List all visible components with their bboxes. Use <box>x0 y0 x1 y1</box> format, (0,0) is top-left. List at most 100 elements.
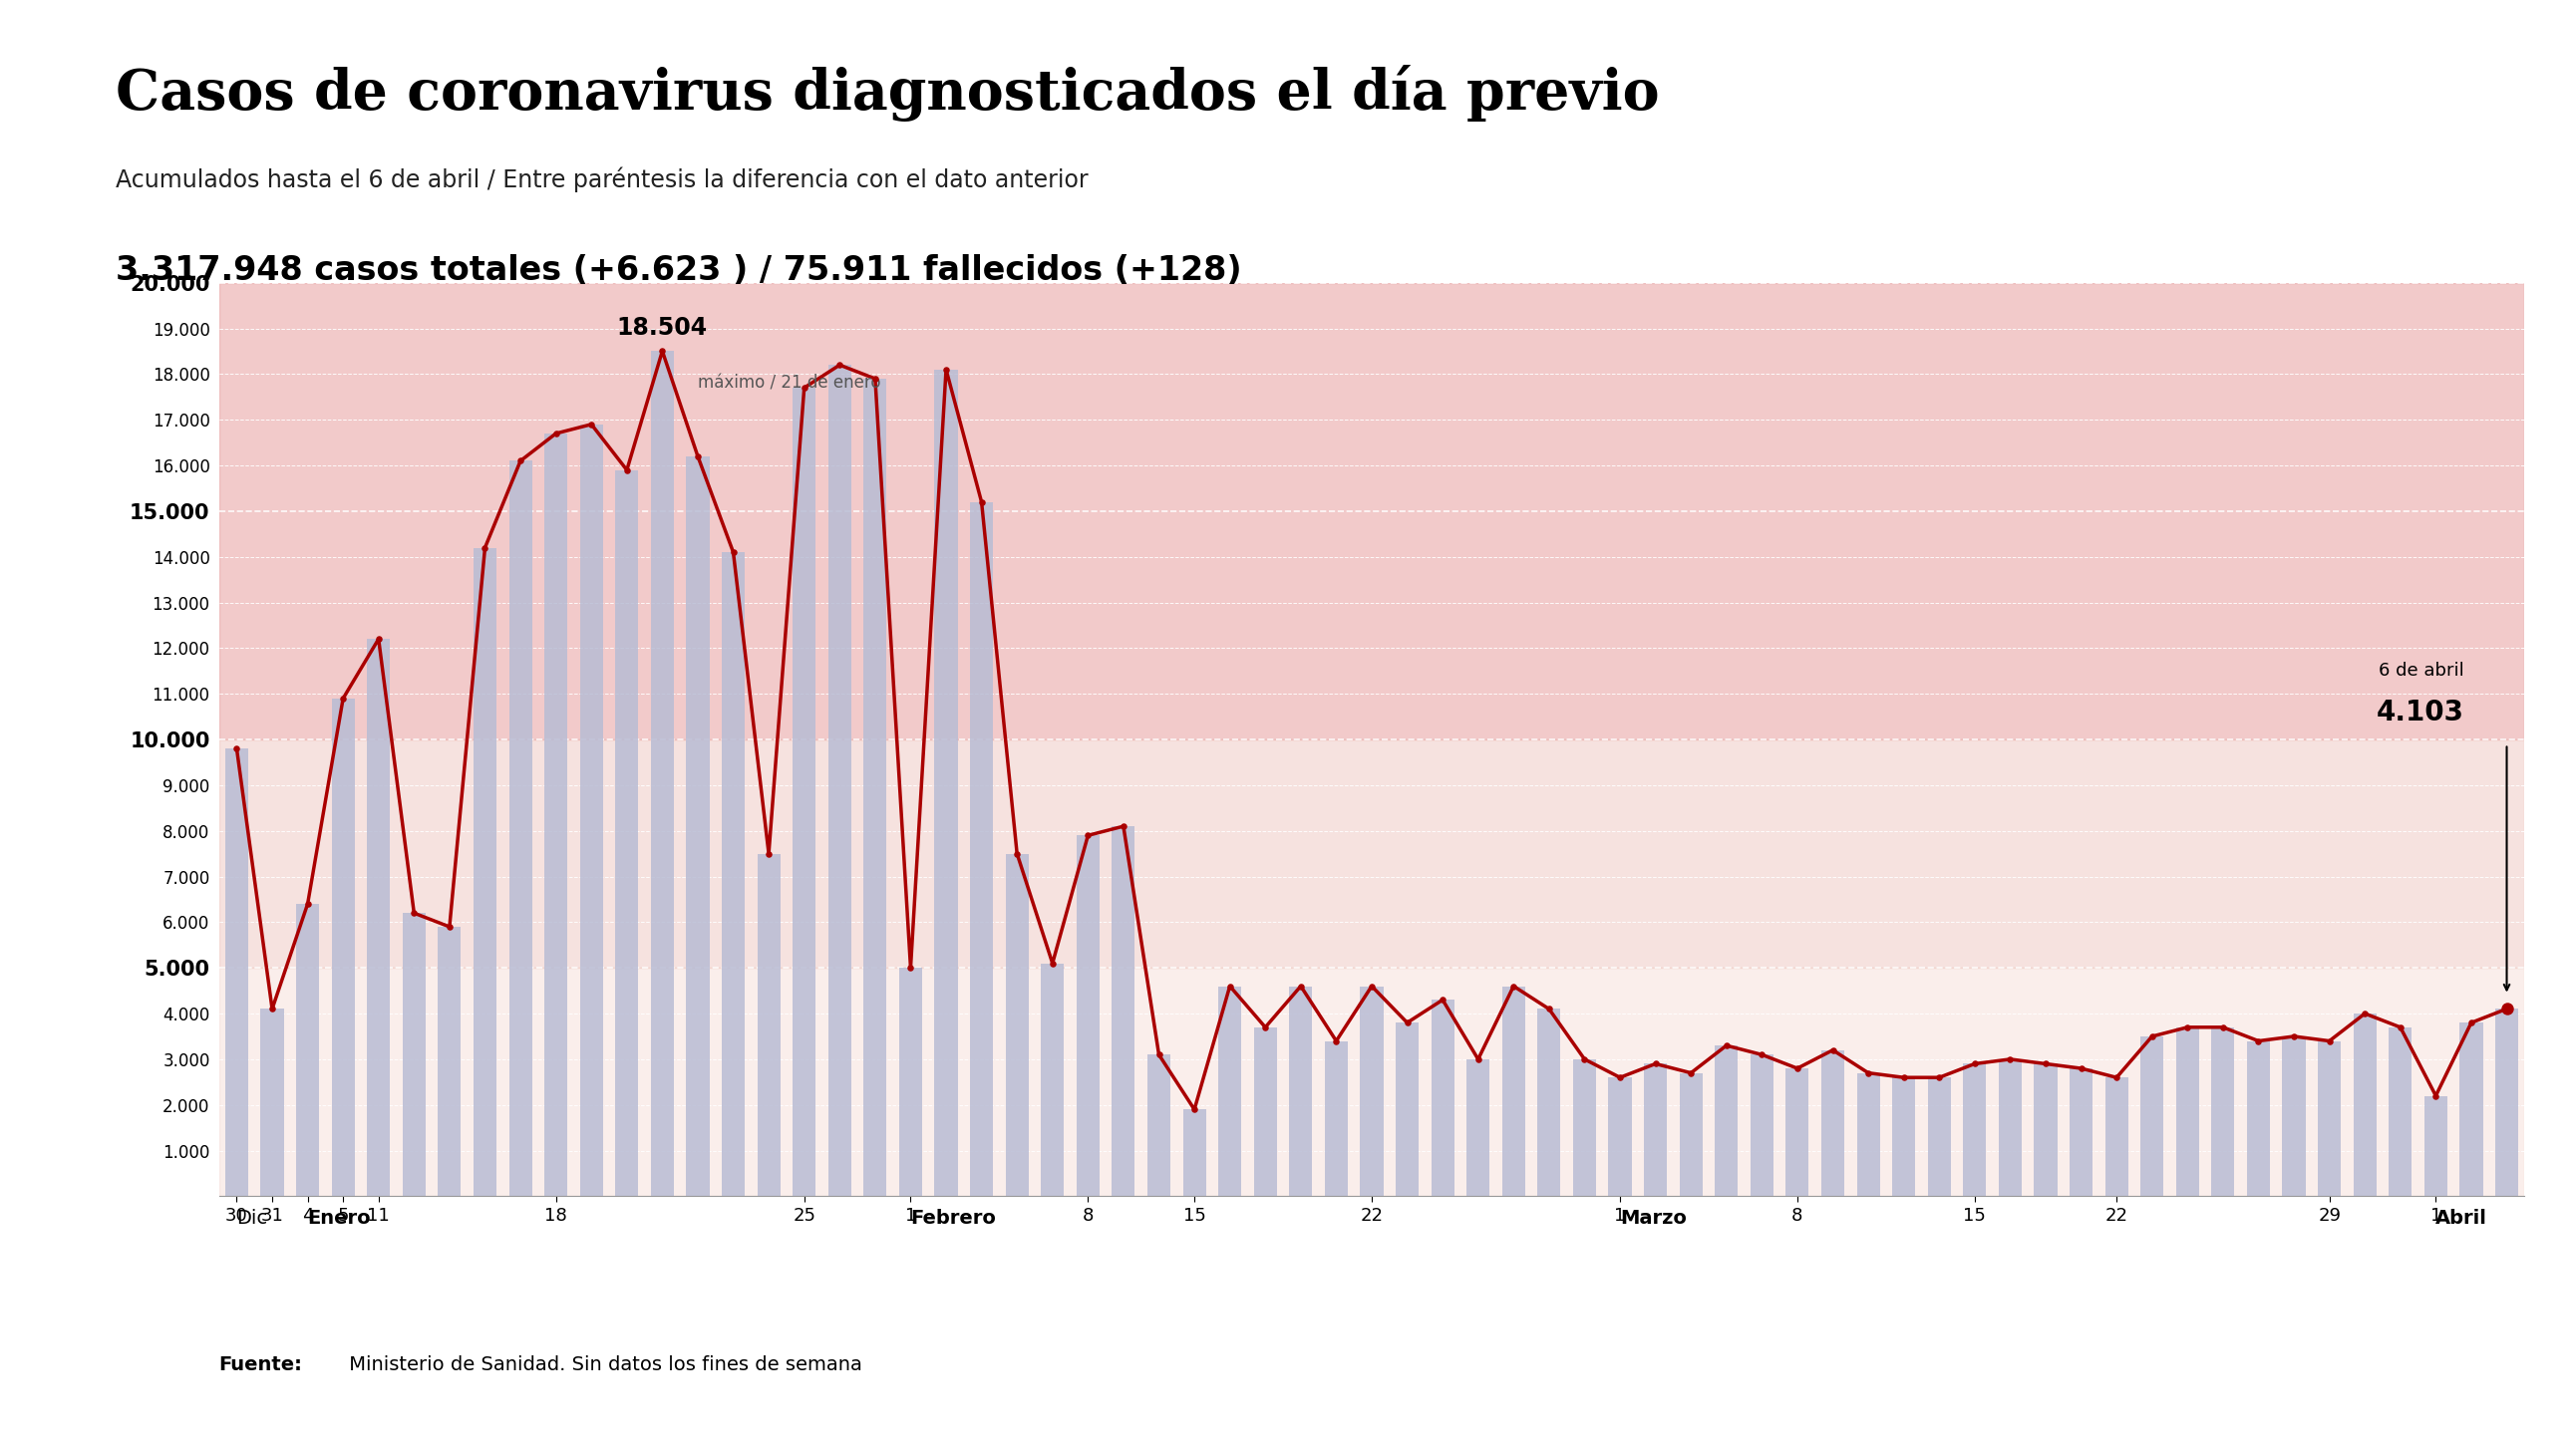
Bar <box>1607 1077 1631 1196</box>
Point <box>1705 1034 1747 1057</box>
Text: Casos de coronavirus diagnosticados el día previo: Casos de coronavirus diagnosticados el d… <box>116 65 1659 122</box>
Bar <box>219 740 2524 969</box>
Text: Marzo: Marzo <box>1620 1208 1687 1228</box>
Bar <box>2210 1027 2233 1196</box>
Text: Acumulados hasta el 6 de abril / Entre paréntesis la diferencia con el dato ante: Acumulados hasta el 6 de abril / Entre p… <box>116 167 1090 193</box>
Bar <box>1466 1058 1489 1196</box>
Bar <box>2496 1009 2519 1196</box>
Bar <box>219 283 2524 740</box>
Bar <box>935 370 958 1196</box>
Bar <box>1218 986 1242 1196</box>
Point <box>641 339 683 362</box>
Point <box>1636 1053 1677 1076</box>
Bar <box>510 461 533 1196</box>
Bar <box>685 457 708 1196</box>
Point <box>1316 1030 1358 1053</box>
Point <box>1528 998 1569 1021</box>
Point <box>1458 1047 1499 1070</box>
Point <box>1175 1098 1216 1121</box>
Bar <box>1893 1077 1917 1196</box>
Text: Enero: Enero <box>307 1208 371 1228</box>
Bar <box>2460 1022 2483 1196</box>
Bar <box>652 351 675 1196</box>
Point <box>2380 1015 2421 1038</box>
Point <box>1139 1043 1180 1066</box>
Point <box>714 541 755 564</box>
Point <box>783 376 824 399</box>
Bar <box>402 914 425 1196</box>
Bar <box>2069 1069 2092 1196</box>
Bar <box>2177 1027 2200 1196</box>
Point <box>1352 974 1394 998</box>
Bar <box>1927 1077 1950 1196</box>
Bar <box>2141 1037 2164 1196</box>
Bar <box>1255 1027 1278 1196</box>
Point <box>1919 1066 1960 1089</box>
Point <box>2450 1011 2491 1034</box>
Bar <box>1182 1109 1206 1196</box>
Point <box>677 445 719 468</box>
Point <box>961 490 1002 513</box>
Point <box>1208 974 1249 998</box>
Point <box>394 902 435 925</box>
Point <box>1564 1047 1605 1070</box>
Point <box>1033 951 1074 974</box>
Bar <box>827 365 850 1196</box>
Bar <box>438 927 461 1196</box>
Bar <box>332 699 355 1196</box>
Bar <box>1821 1050 1844 1196</box>
Bar <box>1785 1069 1808 1196</box>
Text: 4.103: 4.103 <box>2378 699 2465 726</box>
Point <box>2097 1066 2138 1089</box>
Bar <box>2105 1077 2128 1196</box>
Point <box>2486 998 2527 1021</box>
Bar <box>2282 1037 2306 1196</box>
Point <box>1741 1043 1783 1066</box>
Bar <box>1643 1064 1667 1196</box>
Point <box>2275 1025 2316 1048</box>
Point <box>1814 1038 1855 1061</box>
Text: 3.317.948 casos totales (+6.623 ) / 75.911 fallecidos (+128): 3.317.948 casos totales (+6.623 ) / 75.9… <box>116 254 1242 287</box>
Bar <box>2246 1041 2269 1196</box>
Point <box>1494 974 1535 998</box>
Point <box>925 358 966 381</box>
Point <box>1669 1061 1710 1085</box>
Bar <box>1999 1058 2022 1196</box>
Point <box>1847 1061 1888 1085</box>
Bar <box>1749 1054 1772 1196</box>
Point <box>1955 1053 1996 1076</box>
Point <box>2416 1085 2458 1108</box>
Point <box>322 687 363 710</box>
Point <box>891 957 933 980</box>
Point <box>1989 1047 2030 1070</box>
Bar <box>1432 1000 1455 1196</box>
Point <box>2061 1057 2102 1080</box>
Bar <box>757 854 781 1196</box>
Point <box>2166 1015 2208 1038</box>
Bar <box>793 387 817 1196</box>
Bar <box>224 748 247 1196</box>
Bar <box>1146 1054 1170 1196</box>
Bar <box>1288 986 1311 1196</box>
Bar <box>1680 1073 1703 1196</box>
Text: 6 de abril: 6 de abril <box>2378 663 2465 680</box>
Bar <box>580 425 603 1196</box>
Point <box>2239 1030 2280 1053</box>
Point <box>1066 824 1108 847</box>
Point <box>2130 1025 2172 1048</box>
Point <box>2344 1002 2385 1025</box>
Bar <box>1538 1009 1561 1196</box>
Point <box>747 842 788 866</box>
Point <box>2202 1015 2244 1038</box>
Point <box>1600 1066 1641 1089</box>
Bar <box>2318 1041 2342 1196</box>
Text: Dic: Dic <box>237 1208 268 1228</box>
Point <box>252 998 294 1021</box>
Point <box>358 628 399 651</box>
Point <box>536 422 577 445</box>
Point <box>1777 1057 1819 1080</box>
Point <box>1244 1015 1285 1038</box>
Point <box>500 450 541 473</box>
Text: Abril: Abril <box>2437 1208 2488 1228</box>
Point <box>286 892 327 915</box>
